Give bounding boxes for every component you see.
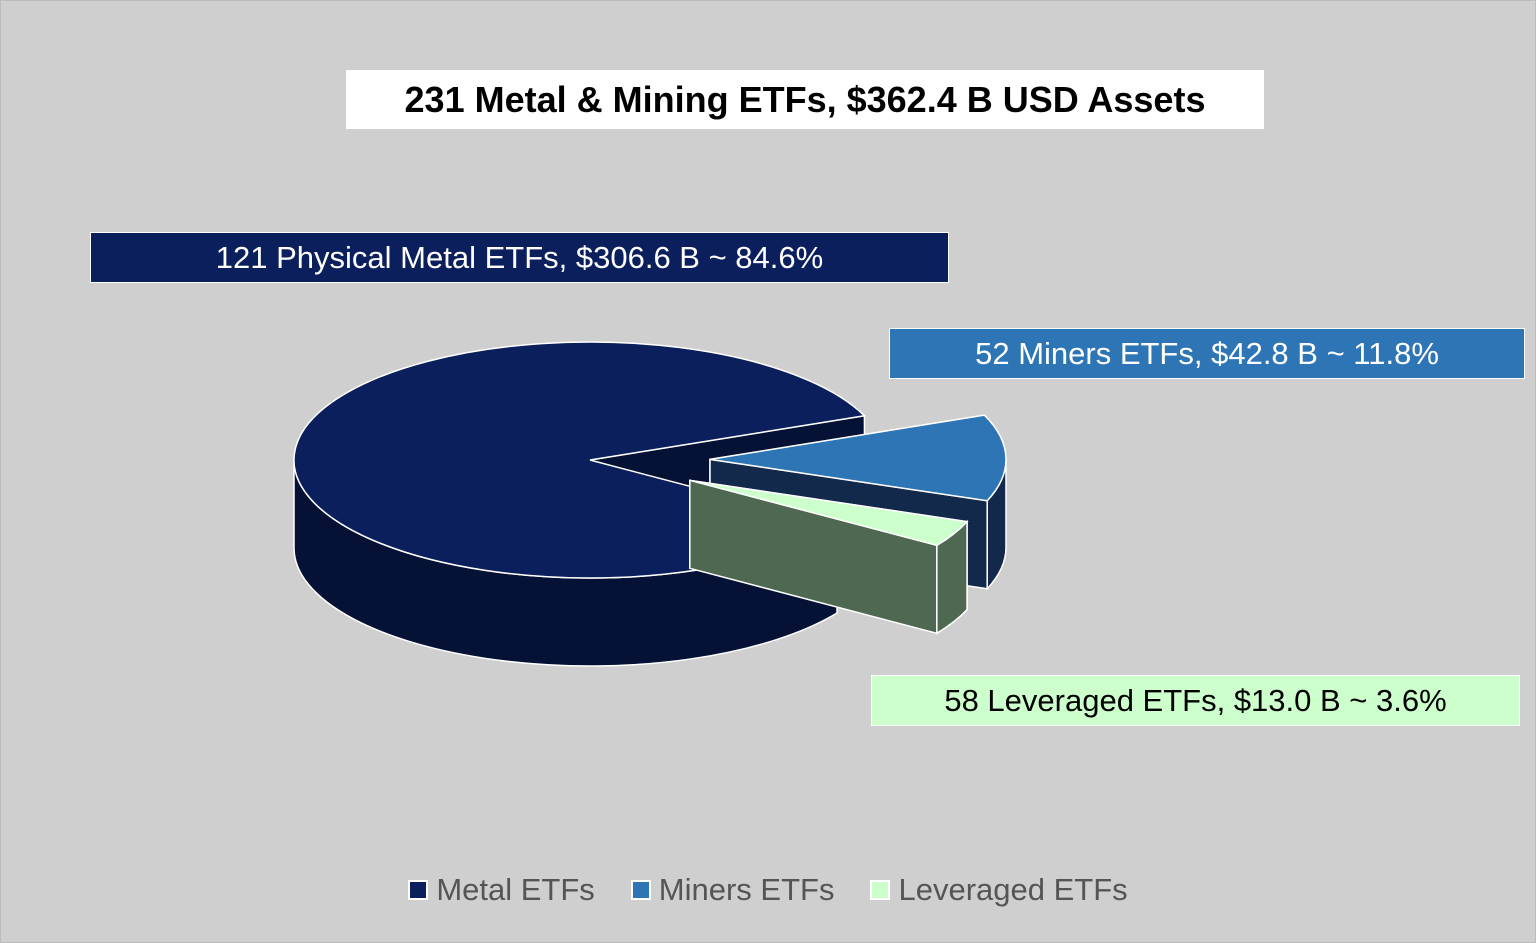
slice-top [689, 479, 969, 547]
legend-label-miners: Miners ETFs [658, 872, 835, 907]
chart-title: 231 Metal & Mining ETFs, $362.4 B USD As… [346, 70, 1264, 129]
legend-swatch-metal [408, 880, 429, 900]
legend-label-metal: Metal ETFs [436, 872, 595, 907]
slice-top [709, 414, 1007, 502]
legend-label-leveraged: Leveraged ETFs [898, 872, 1128, 907]
pie-slice-leveraged-etfs [689, 479, 969, 635]
data-label-leveraged-etfs: 58 Leveraged ETFs, $13.0 B ~ 3.6% [871, 675, 1520, 726]
legend-swatch-miners [630, 880, 651, 900]
data-label-metal-etfs: 121 Physical Metal ETFs, $306.6 B ~ 84.6… [90, 232, 949, 283]
data-label-miners-etfs: 52 Miners ETFs, $42.8 B ~ 11.8% [889, 328, 1525, 379]
legend-item-miners: Miners ETFs [630, 872, 835, 908]
legend: Metal ETFs Miners ETFs Leveraged ETFs [0, 866, 1536, 914]
legend-swatch-leveraged [870, 880, 891, 900]
legend-item-metal: Metal ETFs [408, 872, 595, 908]
legend-item-leveraged: Leveraged ETFs [870, 872, 1128, 908]
